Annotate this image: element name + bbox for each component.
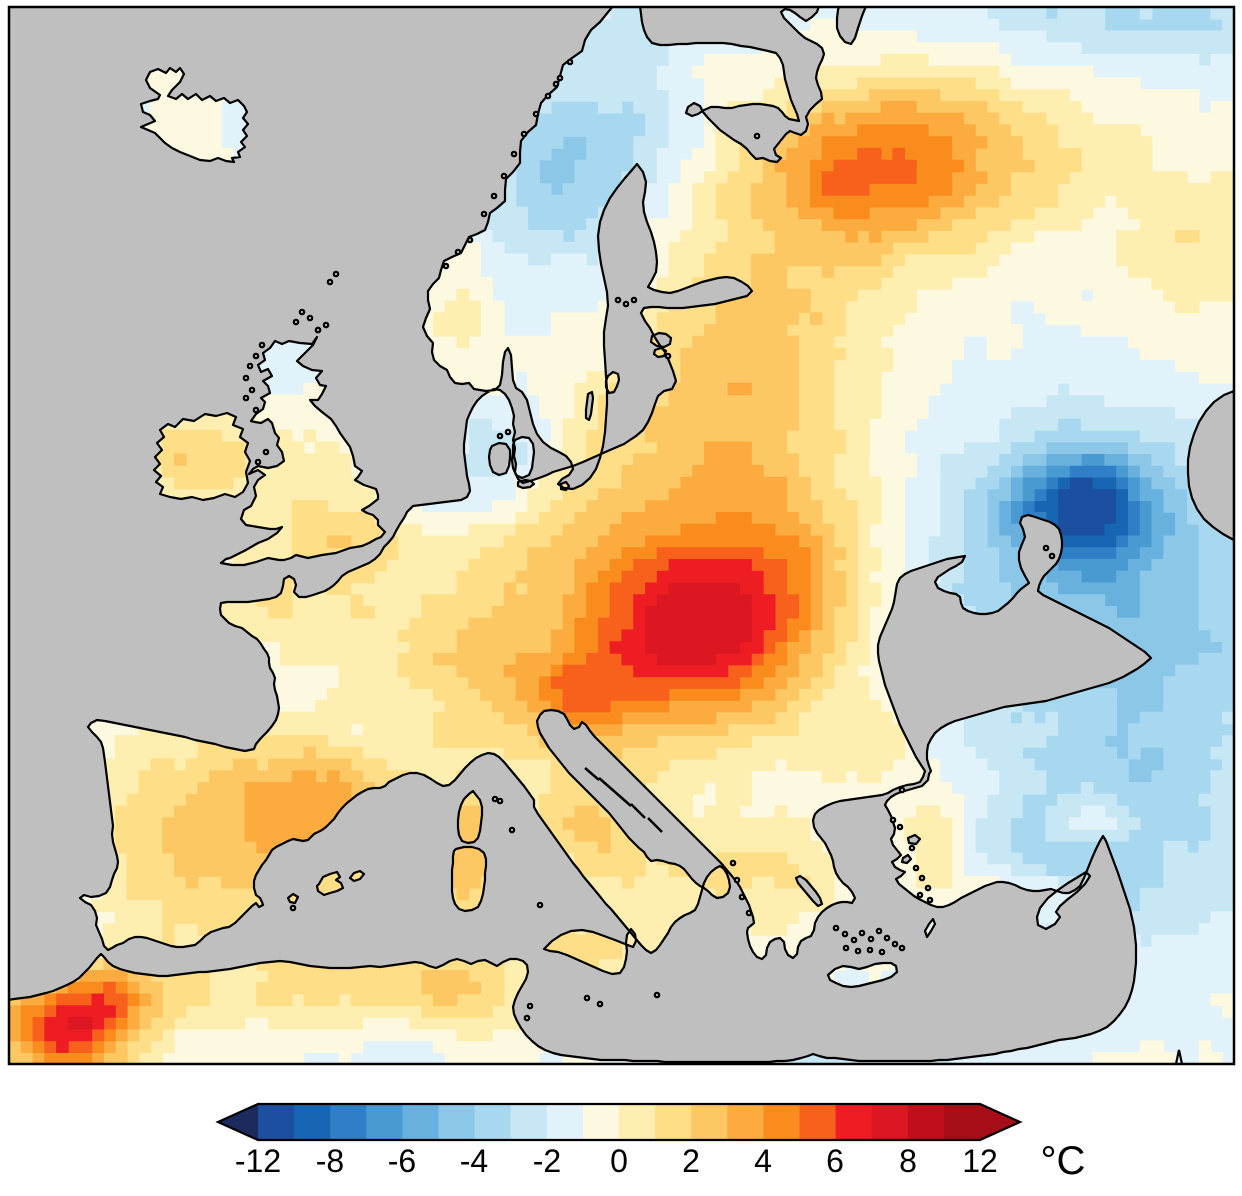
svg-text:-8: -8 <box>316 1143 344 1179</box>
svg-text:12: 12 <box>962 1143 998 1179</box>
svg-text:0: 0 <box>610 1143 628 1179</box>
svg-text:-2: -2 <box>533 1143 561 1179</box>
svg-text:2: 2 <box>682 1143 700 1179</box>
svg-text:-4: -4 <box>460 1143 488 1179</box>
svg-text:-12: -12 <box>235 1143 281 1179</box>
svg-text:6: 6 <box>826 1143 844 1179</box>
svg-text:°C: °C <box>1041 1139 1086 1183</box>
svg-text:4: 4 <box>754 1143 772 1179</box>
svg-text:-6: -6 <box>388 1143 416 1179</box>
svg-text:8: 8 <box>899 1143 917 1179</box>
